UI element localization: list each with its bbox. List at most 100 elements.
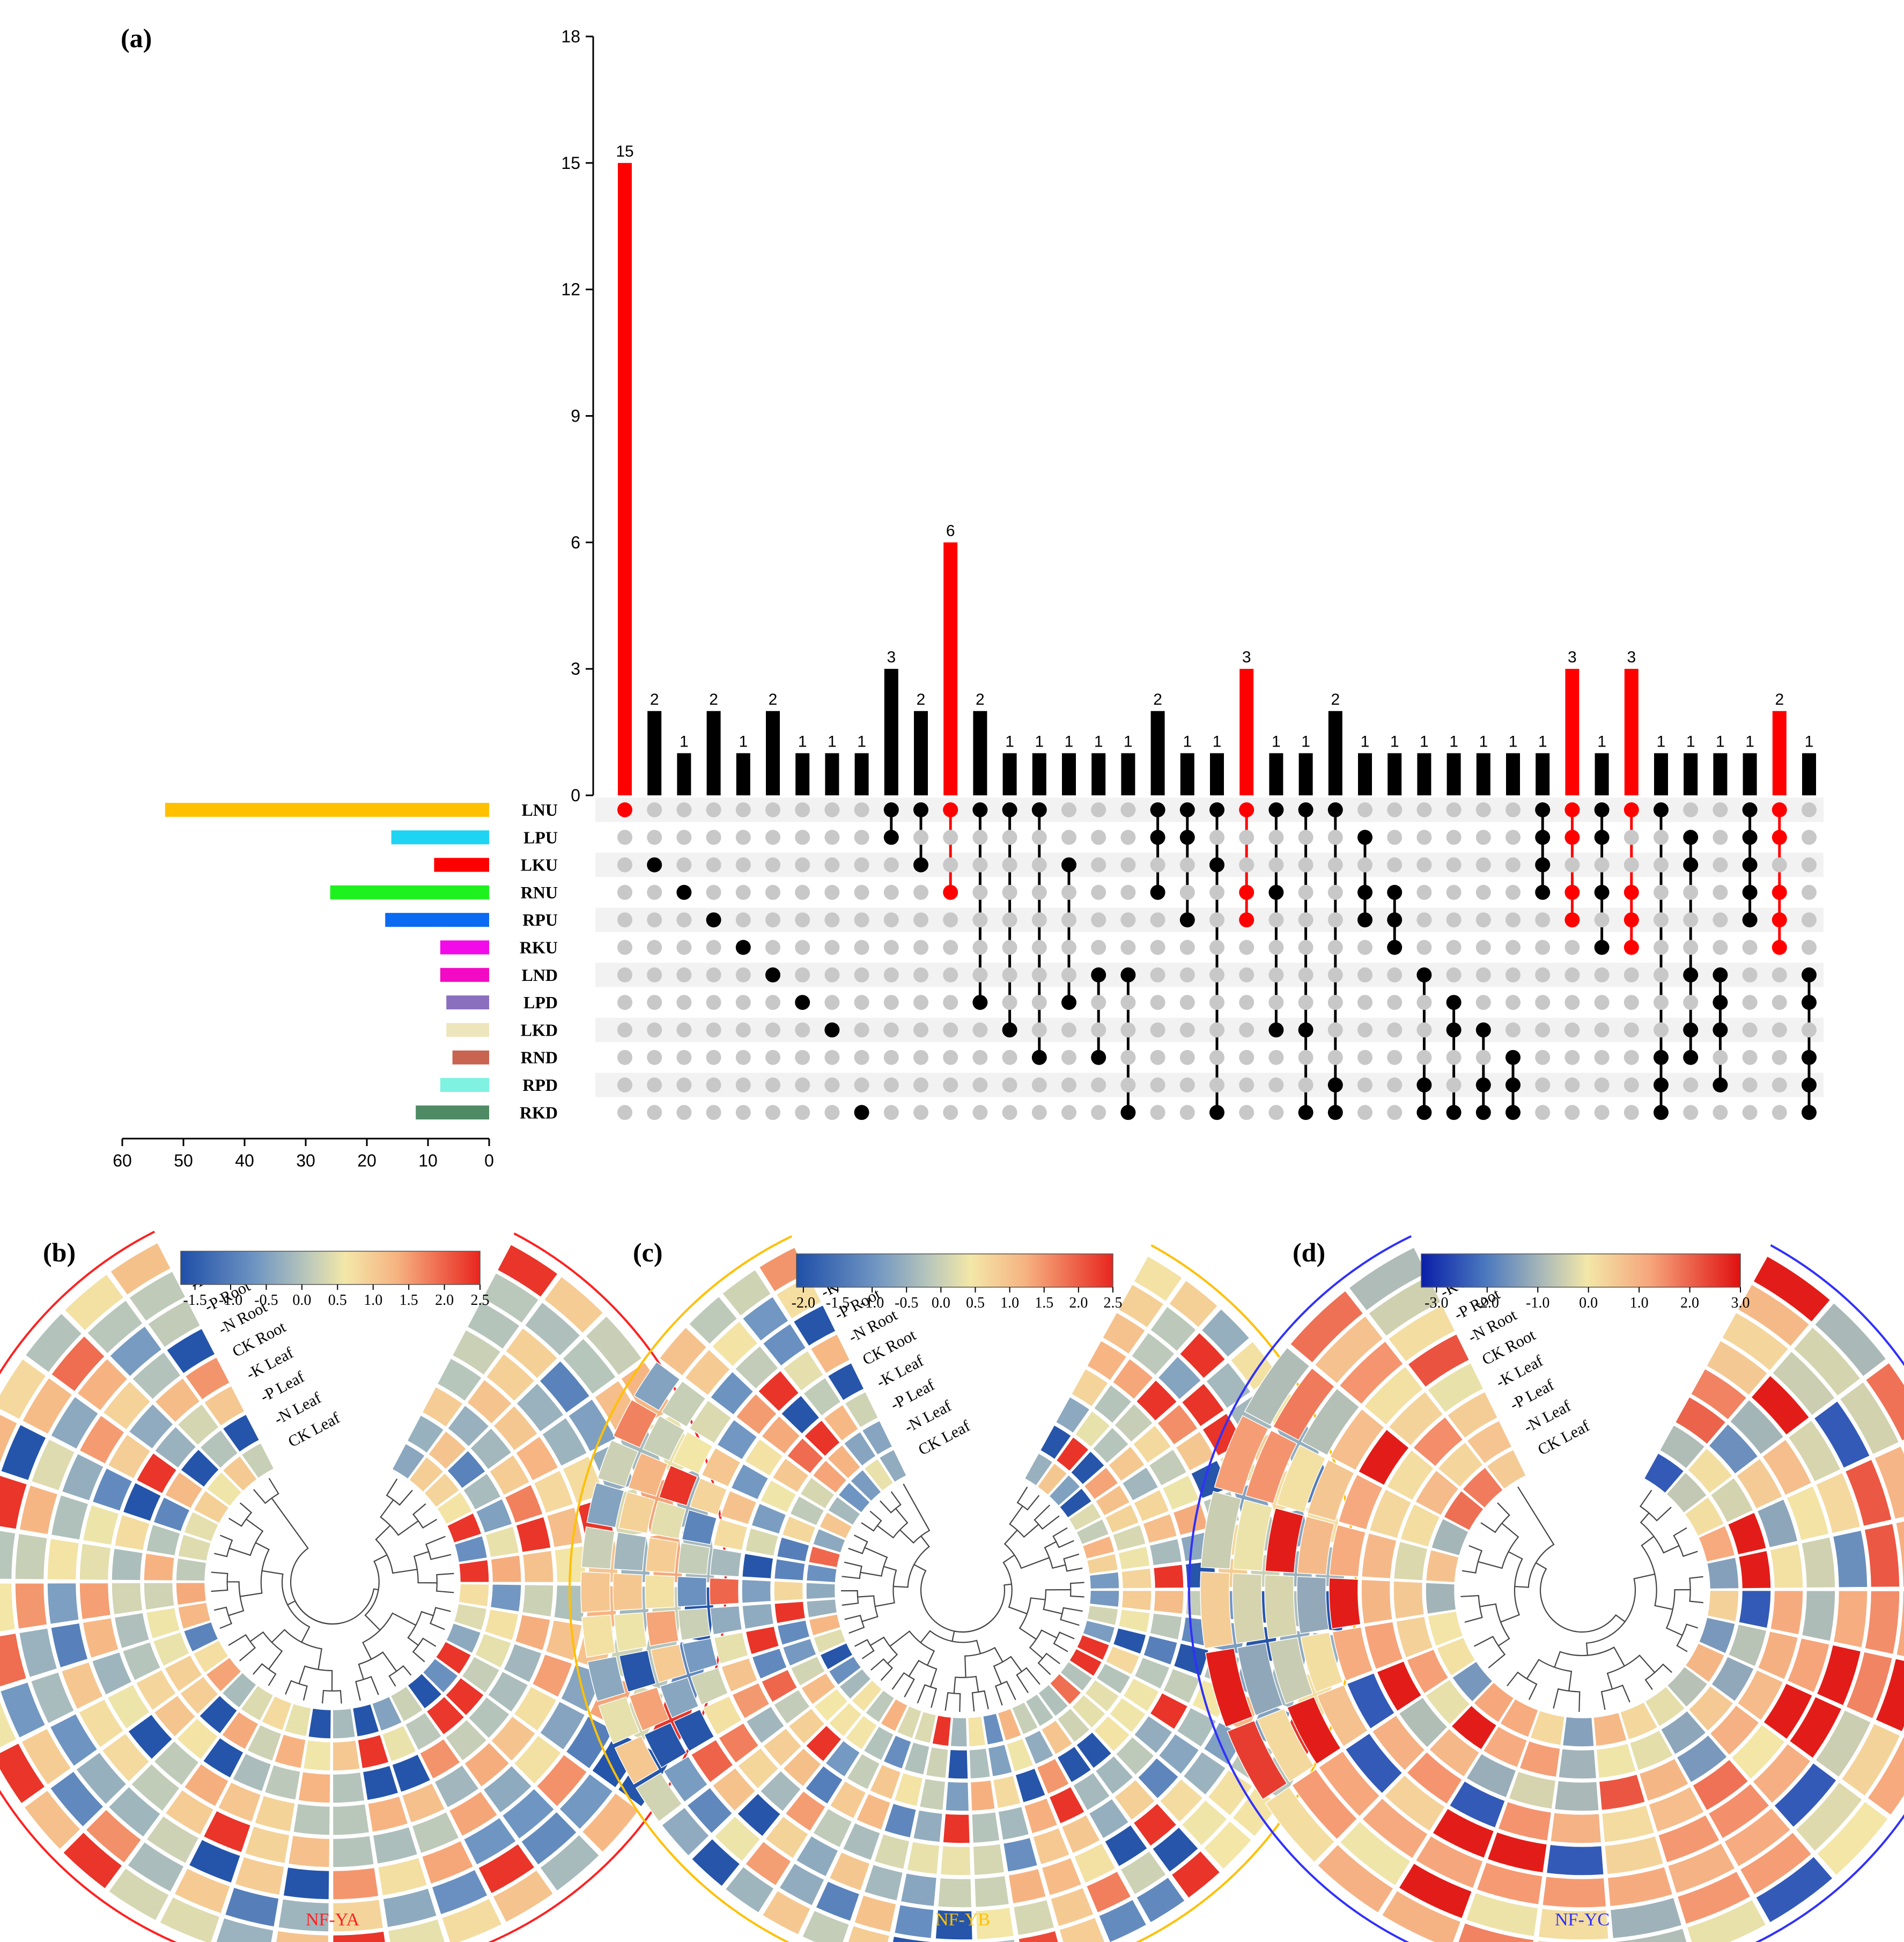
heatmap-cell [1612, 1928, 1687, 1942]
matrix-dot [676, 940, 692, 955]
heatmap-cell [532, 1653, 573, 1698]
heatmap-cell [485, 1353, 536, 1402]
heatmap-cell [122, 1641, 161, 1681]
matrix-dot [795, 1105, 810, 1120]
heatmap-cell [108, 1786, 161, 1838]
matrix-dot [1031, 1077, 1047, 1092]
heatmap-cell [677, 1542, 711, 1576]
dendrogram-branch [253, 1478, 279, 1504]
heatmap-cell [1769, 1590, 1804, 1636]
matrix-dot-active [883, 830, 899, 845]
heatmap-cell [1598, 1774, 1646, 1811]
matrix-dot [1594, 967, 1610, 983]
matrix-dot [1002, 1077, 1017, 1092]
heatmap-cell [1593, 1712, 1628, 1747]
colorbar-tick-label: 0.5 [328, 1292, 347, 1309]
heatmap-cell [789, 1495, 825, 1526]
heatmap-cell [1772, 1350, 1836, 1416]
matrix-dot [1506, 802, 1521, 817]
heatmap-cell [445, 1622, 482, 1654]
heatmap-cell [713, 1518, 748, 1551]
matrix-dot [676, 802, 692, 817]
intersection-bar-label: 1 [1361, 733, 1370, 750]
matrix-dot [1387, 967, 1403, 983]
heatmap-cell [760, 1479, 797, 1513]
matrix-dot-active [1179, 802, 1195, 817]
heatmap-cell [1757, 1630, 1799, 1680]
matrix-dot [617, 1105, 632, 1120]
matrix-dot [1594, 912, 1610, 928]
matrix-dot [1179, 1050, 1195, 1065]
heatmap-cell [1895, 1520, 1904, 1587]
intersection-bar [973, 711, 987, 795]
matrix-dot [1209, 884, 1224, 900]
matrix-dot-active [1416, 1105, 1432, 1120]
heatmap-cell [642, 1415, 685, 1461]
heatmap-cell [1120, 1850, 1167, 1895]
heatmap-cell [1800, 1537, 1836, 1589]
set-label: RKD [520, 1103, 558, 1122]
set-label: RNU [521, 883, 558, 902]
heatmap-cell [732, 1682, 770, 1719]
x-tick-label: 10 [418, 1151, 438, 1170]
heatmap-cell [1465, 1753, 1517, 1798]
intersection-bar [1032, 753, 1046, 795]
dendrogram-branch [1600, 1684, 1630, 1710]
heatmap-cell [759, 1770, 802, 1812]
matrix-dot [795, 1050, 810, 1065]
heatmap-cell [800, 1672, 836, 1705]
heatmap-cell [1357, 1429, 1410, 1486]
heatmap-cell [538, 1360, 591, 1414]
heatmap-cell [461, 1656, 500, 1694]
matrix-dot [1268, 857, 1284, 873]
heatmap-cell [1425, 1549, 1460, 1583]
matrix-dot [1239, 995, 1254, 1010]
set-size-bar-rku [440, 940, 489, 955]
matrix-dot [1002, 1105, 1017, 1120]
matrix-dot [1446, 967, 1462, 983]
heatmap-cell [240, 1685, 274, 1722]
matrix-dot-active [1564, 884, 1580, 900]
heatmap-cell [1301, 1387, 1360, 1456]
heatmap-cell [1148, 1449, 1187, 1487]
matrix-dot [883, 1077, 899, 1092]
matrix-dot [1802, 912, 1817, 928]
heatmap-cell [1086, 1871, 1132, 1914]
matrix-dot-active [1623, 940, 1639, 955]
matrix-dot [943, 967, 958, 983]
heatmap-cell [179, 1675, 219, 1715]
heatmap-cell [458, 1583, 490, 1607]
heatmap-cell [1698, 1525, 1736, 1563]
heatmap-cell [1619, 1701, 1658, 1740]
matrix-dot [1357, 857, 1372, 873]
matrix-dot [1327, 1022, 1343, 1038]
set-size-bar-lpu [391, 830, 489, 845]
matrix-dot [1416, 940, 1432, 955]
matrix-dot [706, 884, 721, 900]
heatmap-cell [1006, 1738, 1034, 1773]
set-label: LKD [521, 1020, 558, 1039]
heatmap-cell [788, 1708, 825, 1745]
dendrogram-branch [227, 1581, 245, 1616]
heatmap-cell [612, 1399, 658, 1449]
matrix-dot-active [1357, 912, 1372, 928]
matrix-dot [1091, 857, 1106, 873]
matrix-dot-active [1654, 1105, 1669, 1120]
heatmap-cell [1121, 1466, 1159, 1502]
heatmap-cell [782, 1747, 822, 1788]
intersection-bar-label: 1 [1301, 733, 1310, 750]
matrix-dot [883, 940, 899, 955]
matrix-dot-active [1623, 884, 1639, 900]
heatmap-cell [1381, 1890, 1462, 1942]
heatmap-cell [689, 1400, 732, 1444]
heatmap-cell [1596, 1742, 1637, 1779]
heatmap-cell [1133, 1256, 1183, 1302]
heatmap-cell [445, 1719, 488, 1762]
heatmap-cell [741, 1553, 774, 1579]
matrix-dot [1327, 995, 1343, 1010]
heatmap-cell [1070, 1450, 1105, 1486]
matrix-dot-active [1683, 830, 1699, 845]
heatmap-cell [332, 1708, 356, 1739]
heatmap-cell [982, 1712, 1005, 1746]
matrix-dot [854, 995, 869, 1010]
